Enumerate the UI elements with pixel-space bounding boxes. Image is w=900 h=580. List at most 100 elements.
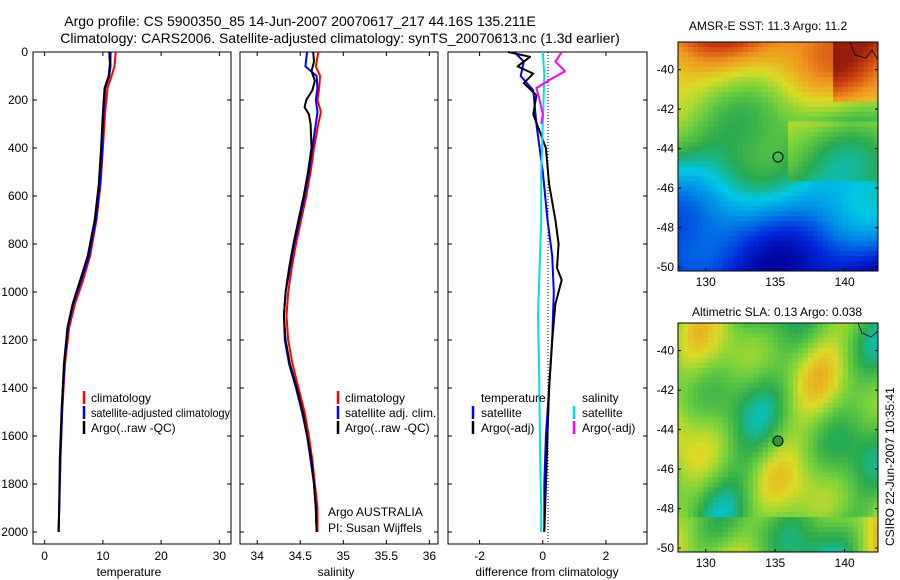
map-pixel	[788, 126, 794, 133]
map-pixel	[838, 482, 844, 488]
map-pixel	[823, 507, 829, 513]
map-pixel	[833, 357, 839, 364]
map-pixel	[798, 42, 804, 48]
sst-map-panel: AMSR-E SST: 11.3 Argo: 11.2 -40-42-44-46…	[657, 19, 879, 289]
map-pixel	[748, 422, 754, 428]
map-pixel	[683, 472, 689, 478]
map-pixel	[823, 256, 829, 262]
map-pixel	[813, 387, 819, 394]
map-pixel	[683, 116, 689, 123]
map-pixel	[693, 231, 699, 237]
map-pixel	[798, 342, 804, 349]
map-pixel	[738, 452, 744, 458]
map-pixel	[743, 76, 749, 83]
map-pixel	[728, 442, 734, 448]
map-pixel	[868, 261, 874, 267]
map-pixel	[723, 161, 729, 167]
map-pixel	[843, 111, 849, 118]
map-pixel	[853, 497, 859, 503]
map-pixel	[778, 392, 784, 399]
map-pixel	[868, 532, 874, 538]
map-pixel	[868, 231, 874, 237]
map-pixel	[723, 507, 729, 513]
map-pixel	[763, 527, 769, 533]
map-pixel	[783, 101, 789, 108]
map-pixel	[723, 211, 729, 217]
map-pixel	[683, 372, 689, 379]
map-pixel	[798, 442, 804, 448]
map-pixel	[858, 171, 864, 177]
temperature-axes	[32, 51, 232, 545]
map-pixel	[833, 507, 839, 513]
map-pixel	[858, 323, 864, 329]
map-pixel	[803, 161, 809, 167]
map-pixel	[703, 522, 709, 528]
map-pixel	[698, 387, 704, 394]
map-pixel	[788, 161, 794, 167]
map-pixel	[793, 61, 799, 68]
map-pixel	[773, 362, 779, 369]
map-pixel	[703, 422, 709, 428]
map-pixel	[873, 181, 879, 187]
map-pixel	[788, 522, 794, 528]
map-pixel	[718, 91, 724, 98]
map-pixel	[748, 221, 754, 227]
map-pixel	[848, 542, 854, 548]
map-pixel	[703, 447, 709, 453]
map-pixel	[873, 337, 879, 344]
map-pixel	[843, 527, 849, 533]
map-pixel	[698, 186, 704, 192]
map-pixel	[683, 226, 689, 232]
map-pixel	[863, 126, 869, 133]
map-pixel	[788, 402, 794, 409]
map-pixel	[713, 397, 719, 404]
map-pixel	[853, 427, 859, 433]
map-pixel	[698, 156, 704, 162]
map-pixel	[783, 201, 789, 207]
map-pixel	[763, 66, 769, 73]
map-pixel	[723, 76, 729, 83]
map-pixel	[783, 96, 789, 103]
map-pixel	[838, 106, 844, 113]
map-pixel	[733, 487, 739, 493]
map-pixel	[728, 191, 734, 197]
map-pixel	[718, 497, 724, 503]
map-pixel	[873, 236, 879, 242]
map-pixel	[753, 156, 759, 162]
map-pixel	[723, 422, 729, 428]
map-pixel	[703, 332, 709, 339]
map-pixel	[793, 512, 799, 518]
map-pixel	[838, 171, 844, 177]
map-pixel	[768, 442, 774, 448]
map-pixel	[683, 467, 689, 473]
map-pixel	[723, 392, 729, 399]
legend-label-satellite: satellite adj. clim.	[345, 406, 436, 420]
map-pixel	[748, 126, 754, 133]
map-pixel	[823, 477, 829, 483]
map-pixel	[823, 432, 829, 438]
map-pixel	[833, 176, 839, 182]
map-pixel	[793, 211, 799, 217]
map-pixel	[833, 517, 839, 523]
map-pixel	[753, 186, 759, 192]
map-pixel	[808, 156, 814, 162]
map-pixel	[678, 141, 684, 147]
map-pixel	[798, 397, 804, 404]
map-pixel	[873, 542, 879, 548]
map-pixel	[808, 497, 814, 503]
map-pixel	[798, 462, 804, 468]
map-pixel	[738, 106, 744, 113]
map-pixel	[788, 211, 794, 217]
map-pixel	[868, 191, 874, 197]
map-pixel	[763, 231, 769, 237]
map-pixel	[693, 377, 699, 384]
map-pixel	[828, 427, 834, 433]
map-pixel	[758, 357, 764, 364]
map-pixel	[808, 81, 814, 88]
map-pixel	[813, 482, 819, 488]
map-pixel	[783, 161, 789, 167]
map-pixel	[693, 221, 699, 227]
credit-timestamp: CSIRO 22-Jun-2007 10:35:41	[883, 387, 897, 546]
map-pixel	[823, 407, 829, 414]
map-pixel	[833, 66, 839, 73]
